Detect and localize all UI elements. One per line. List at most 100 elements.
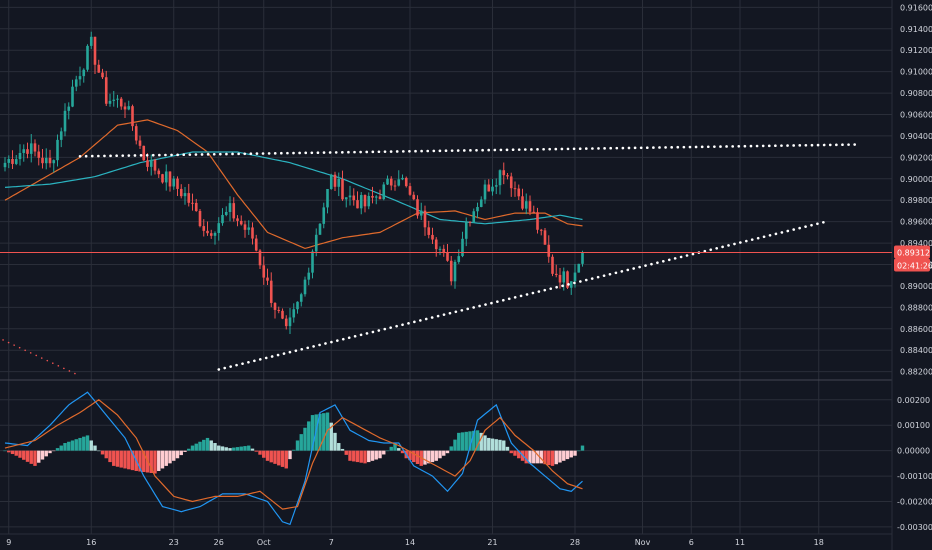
histogram-bar — [453, 439, 457, 451]
candle-body — [389, 178, 393, 186]
time-tick-label: 11 — [735, 538, 745, 547]
histogram-bar — [112, 450, 116, 466]
histogram-bar — [89, 440, 93, 451]
candle-body — [281, 310, 284, 319]
histogram-bar — [254, 450, 258, 452]
histogram-bar — [78, 437, 82, 451]
candle-body — [449, 260, 453, 282]
candle-body — [7, 158, 11, 163]
histogram-bar — [299, 434, 303, 451]
histogram-bar — [505, 446, 510, 451]
candle-body — [431, 234, 434, 240]
candle-body — [89, 36, 93, 46]
histogram-bar — [123, 450, 127, 469]
histogram-bar — [25, 450, 30, 462]
time-axis[interactable]: 9 16 23 26 Oct 7 14 21 28 Nov 6 11 18 — [6, 538, 824, 547]
candle-body — [37, 151, 41, 158]
histogram-bar — [228, 448, 232, 451]
histogram-bar — [580, 445, 585, 451]
candle-body — [168, 171, 172, 187]
candle-body — [528, 201, 532, 212]
candle-body — [78, 76, 82, 80]
histogram-bar — [490, 438, 495, 451]
histogram-bar — [442, 450, 446, 456]
countdown-badge-bg — [894, 258, 930, 272]
histogram-bar — [194, 443, 198, 451]
candle-body — [539, 229, 543, 231]
histogram-bar — [100, 450, 105, 455]
histogram-bar — [280, 450, 285, 467]
histogram-bar — [483, 435, 487, 451]
moving-average-line — [4, 151, 583, 225]
moving-average-line — [4, 119, 583, 250]
histogram-bar — [412, 450, 416, 463]
candle-body — [423, 210, 427, 228]
histogram-bar — [532, 450, 536, 464]
candle-body — [457, 256, 461, 262]
histogram-bar — [464, 431, 468, 451]
candle-body — [536, 212, 539, 230]
histogram-bar — [97, 450, 101, 452]
histogram-bar — [273, 450, 277, 464]
candle-body — [108, 100, 112, 104]
trendlines[interactable] — [0, 143, 858, 377]
histogram-bar — [127, 450, 131, 470]
histogram-bar — [149, 450, 153, 474]
candle-body — [112, 99, 116, 101]
candle-body — [29, 143, 33, 154]
candle-body — [494, 185, 498, 187]
candle-body — [479, 199, 483, 207]
candle-body — [404, 177, 408, 187]
candle-body — [194, 202, 198, 211]
candle-body — [269, 280, 273, 303]
candle-body — [468, 221, 472, 223]
histogram-bar — [187, 448, 191, 451]
histogram-bar — [408, 450, 412, 461]
current-price-label: 0.89312 — [897, 249, 930, 258]
histogram-bar — [524, 450, 528, 464]
candle-body — [352, 195, 356, 201]
candle-body — [209, 233, 213, 236]
histogram-bar — [48, 450, 52, 454]
candle-body — [483, 184, 487, 200]
histogram-bar — [153, 450, 157, 474]
histogram-bar — [179, 450, 183, 456]
candle-body — [277, 309, 281, 311]
candle-body — [509, 176, 513, 189]
histogram-bar — [269, 450, 273, 463]
time-tick-label: Oct — [257, 538, 271, 547]
candle-body — [3, 162, 7, 168]
candle-body — [56, 139, 59, 161]
candle-body — [161, 174, 164, 183]
dotted-trendline[interactable] — [78, 143, 858, 158]
histogram-bar — [539, 450, 543, 464]
candle-body — [41, 157, 44, 164]
oscillator-tick-label: 0.00200 — [897, 396, 930, 405]
candle-body — [97, 64, 101, 73]
histogram-bar — [29, 450, 33, 464]
candle-body — [374, 196, 378, 198]
time-tick-label: 16 — [86, 538, 96, 547]
histogram-bar — [209, 440, 213, 451]
countdown-label: 02:41:26 — [897, 262, 932, 271]
histogram-bar — [434, 450, 438, 461]
oscillator-axis[interactable]: 0.00200 0.00100 0.00000 -0.00100 -0.00200 -0.… — [897, 396, 932, 532]
candle-body — [153, 159, 157, 171]
candle-body — [251, 227, 254, 239]
histogram-bar — [108, 450, 112, 463]
candle-body — [408, 186, 412, 195]
histogram-bar — [104, 450, 108, 459]
oscillator-tick-label: 0.00000 — [897, 447, 930, 456]
candle-body — [386, 178, 389, 185]
histogram-bar — [33, 450, 37, 466]
time-tick-label: 6 — [689, 538, 694, 547]
dotted-trendline[interactable] — [217, 220, 828, 371]
candle-body — [547, 244, 551, 257]
candle-body — [123, 106, 127, 110]
candle-body — [292, 309, 296, 318]
candle-body — [258, 250, 262, 266]
price-tick-label: 0.91000 — [900, 68, 932, 77]
candle-body — [48, 157, 52, 164]
histogram-bar — [487, 437, 491, 451]
